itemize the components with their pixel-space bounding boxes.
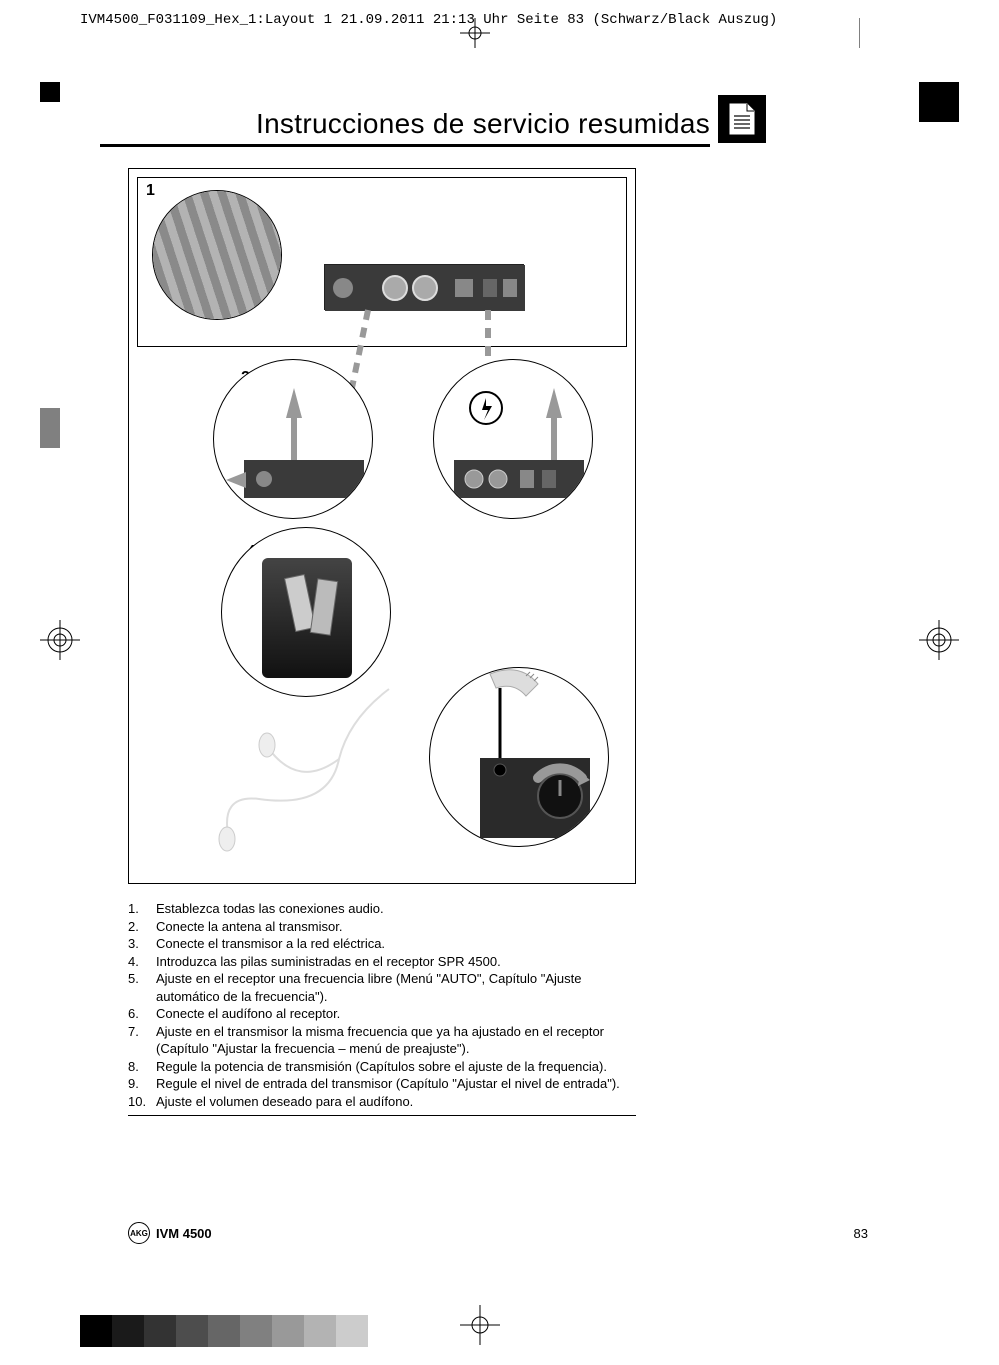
instruction-number: 8. xyxy=(128,1058,139,1076)
instruction-text: Ajuste en el receptor una frecuencia lib… xyxy=(156,971,581,1004)
antenna-connection-illustration xyxy=(213,359,373,519)
instruction-number: 6. xyxy=(128,1005,139,1023)
instruction-item: 8. Regule la potencia de transmisión (Cap… xyxy=(128,1058,636,1076)
registration-line-top-right xyxy=(859,18,889,53)
instruction-text: Ajuste el volumen deseado para el audífo… xyxy=(156,1094,413,1109)
instruction-item: 5. Ajuste en el receptor una frecuencia l… xyxy=(128,970,636,1005)
instruction-text: Introduzca las pilas suministradas en el… xyxy=(156,954,501,969)
registration-square-right xyxy=(919,82,959,122)
registration-cross-left xyxy=(40,620,80,660)
page-footer: AKG IVM 4500 83 xyxy=(128,1222,868,1244)
instruction-item: 2. Conecte la antena al transmisor. xyxy=(128,918,636,936)
setup-diagram: 1 2 xyxy=(128,168,636,884)
horizontal-rule xyxy=(128,1115,636,1116)
instruction-text: Conecte el audífono al receptor. xyxy=(156,1006,340,1021)
power-connection-illustration xyxy=(433,359,593,519)
instruction-item: 3. Conecte el transmisor a la red eléctri… xyxy=(128,935,636,953)
instruction-item: 9. Regule el nivel de entrada del transmi… xyxy=(128,1075,636,1093)
instruction-number: 4. xyxy=(128,953,139,971)
instruction-text: Establezca todas las conexiones audio. xyxy=(156,901,384,916)
instruction-item: 4. Introduzca las pilas suministradas en … xyxy=(128,953,636,971)
akg-logo-icon: AKG xyxy=(128,1222,150,1244)
instruction-item: 10. Ajuste el volumen deseado para el aud… xyxy=(128,1093,636,1111)
instruction-number: 2. xyxy=(128,918,139,936)
instruction-number: 5. xyxy=(128,970,139,988)
instruction-item: 6. Conecte el audífono al receptor. xyxy=(128,1005,636,1023)
page-title-container: Instrucciones de servicio resumidas xyxy=(100,108,710,147)
registration-cross-bottom xyxy=(460,1305,500,1345)
instruction-text: Regule la potencia de transmisión (Capít… xyxy=(156,1059,607,1074)
instruction-text: Regule el nivel de entrada del transmiso… xyxy=(156,1076,620,1091)
color-calibration-bar xyxy=(80,1315,368,1347)
earbuds-illustration xyxy=(199,679,409,869)
page-number: 83 xyxy=(854,1226,868,1241)
page-title: Instrucciones de servicio resumidas xyxy=(256,108,710,139)
instructions-list: 1. Establezca todas las conexiones audio.… xyxy=(128,900,636,1116)
document-icon xyxy=(718,95,766,143)
diagram-step-1-box: 1 xyxy=(137,177,627,347)
instruction-number: 10. xyxy=(128,1093,146,1111)
print-header: IVM4500_F031109_Hex_1:Layout 1 21.09.201… xyxy=(80,12,777,28)
instruction-text: Conecte el transmisor a la red eléctrica… xyxy=(156,936,385,951)
instruction-number: 7. xyxy=(128,1023,139,1041)
registration-cross-right xyxy=(919,620,959,660)
instruction-number: 9. xyxy=(128,1075,139,1093)
registration-mark-top xyxy=(460,18,490,48)
instruction-number: 1. xyxy=(128,900,139,918)
instruction-number: 3. xyxy=(128,935,139,953)
registration-square-left xyxy=(40,82,60,102)
headphone-volume-illustration xyxy=(429,667,609,847)
battery-insert-illustration xyxy=(221,527,391,697)
instruction-item: 1. Establezca todas las conexiones audio. xyxy=(128,900,636,918)
product-name: IVM 4500 xyxy=(156,1226,212,1241)
instruction-item: 7. Ajuste en el transmisor la misma frecu… xyxy=(128,1023,636,1058)
instruction-text: Ajuste en el transmisor la misma frecuen… xyxy=(156,1024,604,1057)
registration-gray-left xyxy=(40,408,60,448)
instruction-text: Conecte la antena al transmisor. xyxy=(156,919,342,934)
